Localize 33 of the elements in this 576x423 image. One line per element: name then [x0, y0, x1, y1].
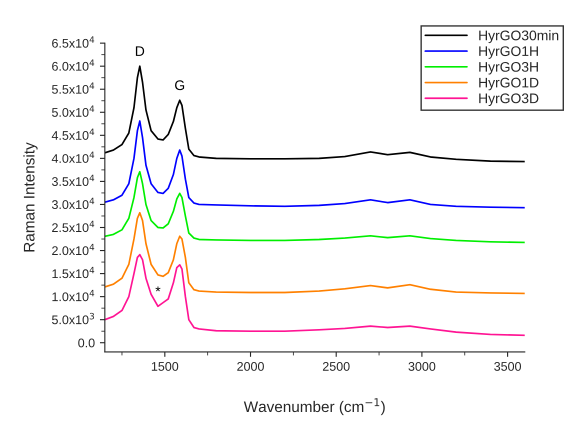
legend-label: HyrGO30min: [479, 30, 558, 44]
line-series: [104, 120, 525, 209]
y-tick-label: 2.5x10$^{4}$: [52, 220, 94, 232]
y-tick-label: 1.5x10$^{4}$: [52, 266, 94, 278]
legend-label: HyrGO3H: [479, 62, 538, 75]
legend-label: HyrGO1D: [479, 78, 538, 90]
y-tick-label: 4.5x10$^{4}$: [52, 128, 94, 140]
line-series: [104, 254, 525, 336]
y-tick-label: 1.0x10$^{4}$: [52, 290, 94, 302]
y-tick-label: 5.5x10$^{4}$: [52, 82, 94, 94]
y-tick-label: 3.5x10$^{4}$: [52, 174, 94, 186]
x-tick-label: 1500: [152, 362, 178, 371]
x-tick-label: 3500: [494, 362, 522, 371]
y-tick-label: 5.0x10$^{3}$: [52, 312, 94, 324]
y-tick-label: 4.0x10$^{4}$: [52, 152, 94, 163]
x-tick-label: 2500: [322, 362, 350, 371]
y-tick-label: 3.0x10$^{4}$: [52, 198, 94, 210]
legend-label: HyrGO3D: [479, 93, 538, 106]
x-tick-label: 2000: [237, 362, 264, 371]
annotation: G: [175, 80, 184, 90]
line-series: [104, 212, 525, 294]
x-tick-label: 3000: [408, 362, 436, 371]
y-tick-label: 6.0x10$^{4}$: [52, 59, 94, 71]
y-tick-label: 2.0x10$^{4}$: [52, 244, 94, 256]
y-tick-label: 0.0: [78, 338, 95, 348]
annotation: *: [155, 286, 160, 292]
line-series: [104, 170, 525, 244]
x-axis-title: Wavenumber (cm$^{−1}$): [244, 398, 385, 416]
annotation: D: [136, 46, 144, 56]
y-tick-label: 6.5x10$^{4}$: [52, 36, 94, 48]
y-axis-title: Raman Intensity: [23, 142, 38, 252]
legend-label: HyrGO1H: [479, 46, 538, 59]
y-tick-label: 5.0x10$^{4}$: [52, 106, 94, 117]
